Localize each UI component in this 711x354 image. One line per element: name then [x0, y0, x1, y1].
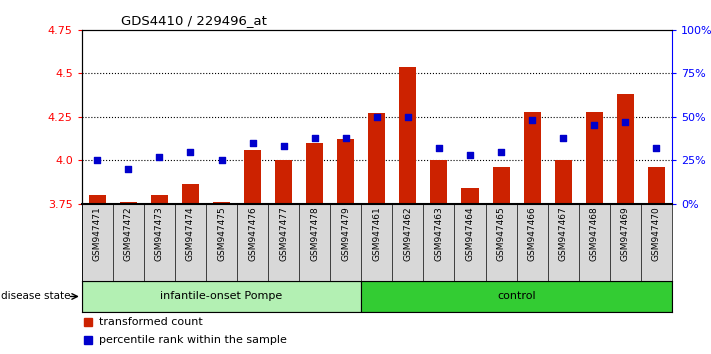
Point: [92, 157, 103, 163]
Text: GSM947462: GSM947462: [403, 206, 412, 261]
Point: [123, 166, 134, 172]
Text: infantile-onset Pompe: infantile-onset Pompe: [161, 291, 283, 302]
Text: GSM947478: GSM947478: [310, 206, 319, 261]
Bar: [213, 202, 230, 204]
Bar: [648, 167, 665, 204]
Text: GSM947466: GSM947466: [528, 206, 537, 261]
Bar: [368, 113, 385, 204]
Point: [154, 154, 165, 160]
Text: percentile rank within the sample: percentile rank within the sample: [100, 335, 287, 344]
Text: GSM947472: GSM947472: [124, 206, 133, 261]
Text: GSM947477: GSM947477: [279, 206, 288, 261]
Text: GSM947469: GSM947469: [621, 206, 630, 261]
Bar: [89, 195, 106, 204]
Bar: [182, 184, 199, 204]
Bar: [461, 188, 479, 204]
Text: GDS4410 / 229496_at: GDS4410 / 229496_at: [121, 13, 267, 27]
Bar: [151, 195, 168, 204]
Bar: [337, 139, 354, 204]
Point: [526, 118, 538, 123]
Text: disease state: disease state: [1, 291, 71, 302]
Text: GSM947461: GSM947461: [373, 206, 381, 261]
Text: GSM947471: GSM947471: [93, 206, 102, 261]
Point: [557, 135, 569, 141]
Bar: [555, 160, 572, 204]
Point: [496, 149, 507, 154]
Point: [651, 145, 662, 151]
Point: [278, 143, 289, 149]
Bar: [275, 160, 292, 204]
Text: GSM947473: GSM947473: [155, 206, 164, 261]
Text: GSM947475: GSM947475: [217, 206, 226, 261]
Bar: [306, 143, 324, 204]
Text: GSM947474: GSM947474: [186, 206, 195, 261]
Bar: [244, 150, 261, 204]
Bar: [586, 112, 603, 204]
Point: [402, 114, 414, 120]
Bar: [361, 281, 672, 312]
Text: GSM947476: GSM947476: [248, 206, 257, 261]
Bar: [400, 67, 417, 204]
Point: [371, 114, 383, 120]
Bar: [430, 160, 447, 204]
Bar: [616, 94, 634, 204]
Text: GSM947464: GSM947464: [466, 206, 474, 261]
Text: GSM947479: GSM947479: [341, 206, 351, 261]
Point: [619, 119, 631, 125]
Bar: [82, 281, 361, 312]
Point: [247, 140, 258, 146]
Point: [464, 152, 476, 158]
Point: [216, 157, 228, 163]
Bar: [493, 167, 510, 204]
Point: [433, 145, 444, 151]
Text: transformed count: transformed count: [100, 318, 203, 327]
Point: [309, 135, 321, 141]
Point: [185, 149, 196, 154]
Text: control: control: [497, 291, 536, 302]
Point: [340, 135, 351, 141]
Text: GSM947465: GSM947465: [496, 206, 506, 261]
Point: [589, 122, 600, 128]
Bar: [120, 202, 137, 204]
Text: GSM947467: GSM947467: [559, 206, 567, 261]
Text: GSM947463: GSM947463: [434, 206, 444, 261]
Text: GSM947470: GSM947470: [652, 206, 661, 261]
Text: GSM947468: GSM947468: [589, 206, 599, 261]
Bar: [523, 112, 540, 204]
